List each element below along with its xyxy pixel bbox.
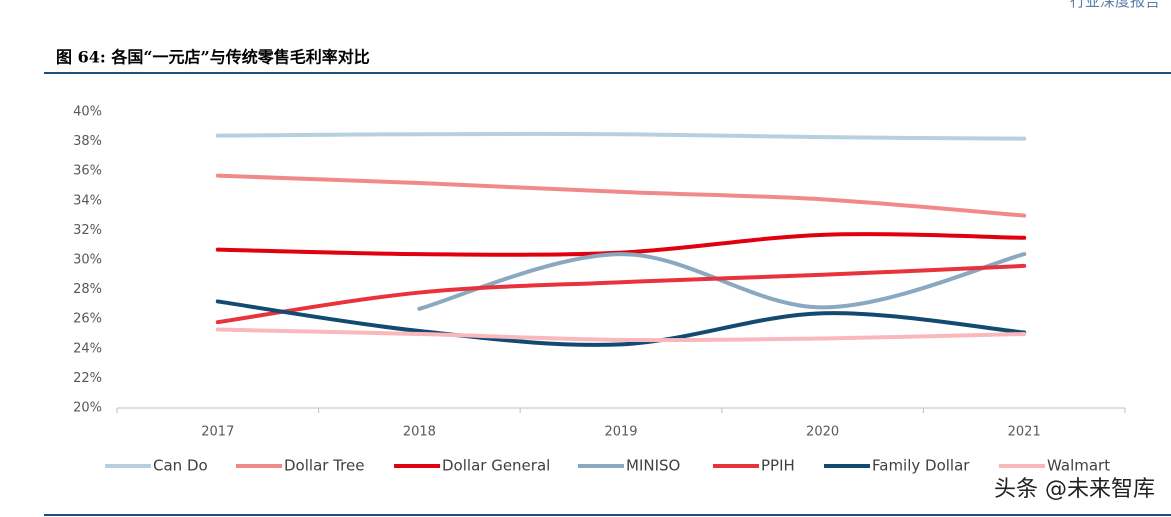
data-line bbox=[215, 173, 1027, 218]
data-line bbox=[417, 252, 1027, 311]
y-tick-label: 26% bbox=[73, 312, 102, 327]
legend-label: PPIH bbox=[761, 457, 795, 475]
x-tick-label: 2017 bbox=[201, 425, 234, 440]
data-line bbox=[215, 131, 1027, 141]
y-tick-label: 22% bbox=[73, 371, 102, 386]
y-tick-label: 34% bbox=[73, 193, 102, 208]
watermark: 头条 @未来智库 bbox=[994, 477, 1155, 502]
data-line bbox=[215, 232, 1027, 257]
legend-label: Can Do bbox=[153, 457, 208, 475]
data-line bbox=[215, 299, 1027, 347]
page-header: 行业深度报告 bbox=[1070, 0, 1160, 10]
y-tick-label: 36% bbox=[73, 164, 102, 179]
legend-label: Dollar Tree bbox=[284, 457, 364, 475]
y-tick-label: 24% bbox=[73, 341, 102, 356]
legend-label: Dollar General bbox=[442, 457, 550, 475]
x-tick-label: 2020 bbox=[806, 425, 839, 440]
chart-title: 图 64: 各国“一元店”与传统零售毛利率对比 bbox=[56, 48, 370, 67]
x-tick-label: 2018 bbox=[403, 425, 436, 440]
x-tick-label: 2021 bbox=[1008, 425, 1041, 440]
data-line bbox=[215, 327, 1027, 343]
data-line bbox=[215, 263, 1027, 325]
y-tick-label: 32% bbox=[73, 223, 102, 238]
y-tick-label: 20% bbox=[73, 401, 102, 416]
y-tick-label: 40% bbox=[73, 105, 102, 120]
legend-label: Walmart bbox=[1047, 457, 1110, 475]
y-tick-label: 38% bbox=[73, 134, 102, 149]
legend-label: Family Dollar bbox=[872, 457, 970, 475]
y-tick-label: 30% bbox=[73, 253, 102, 268]
legend-label: MINISO bbox=[626, 457, 680, 475]
x-tick-label: 2019 bbox=[604, 425, 637, 440]
y-tick-label: 28% bbox=[73, 282, 102, 297]
